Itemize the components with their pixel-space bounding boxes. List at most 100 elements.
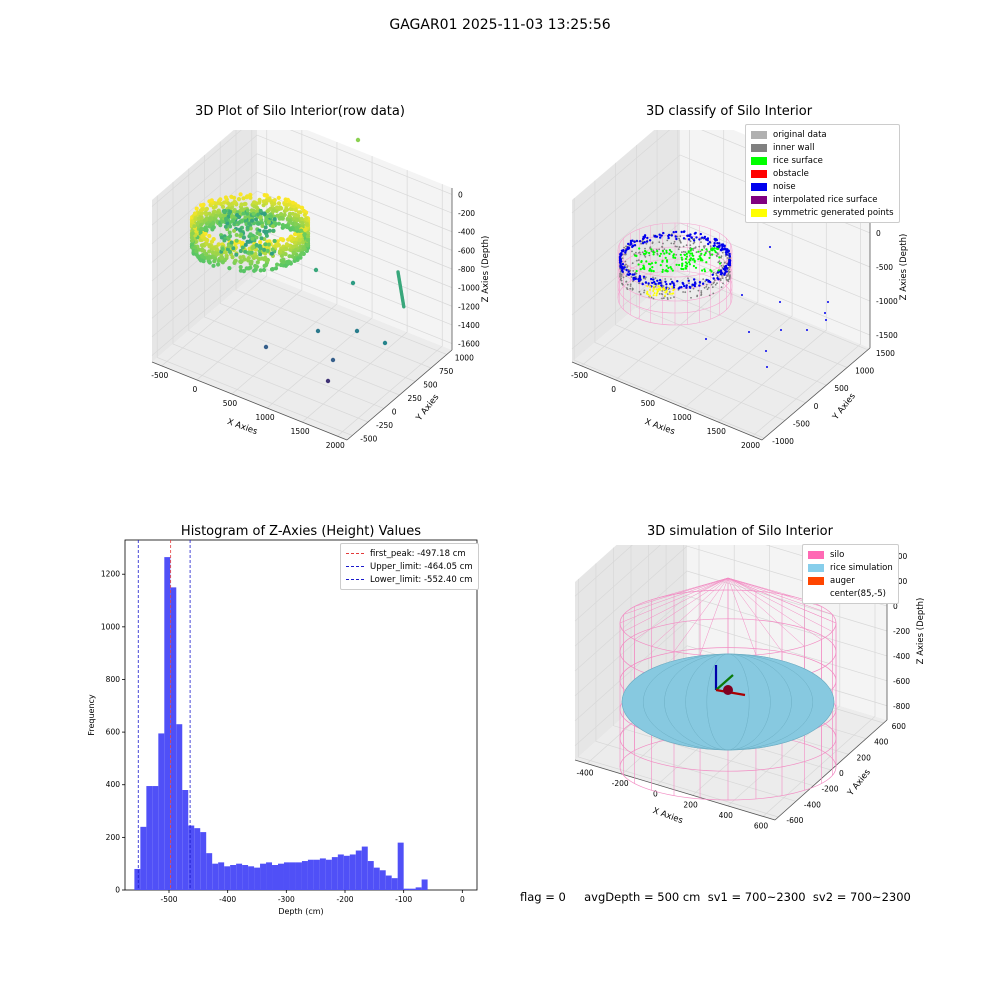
- chart4-legend-entry: rice simulation: [808, 561, 893, 574]
- chart1-point: [189, 235, 195, 240]
- chart2-xtick-label: 500: [641, 399, 656, 408]
- chart3-bar: [146, 786, 153, 890]
- chart2-point-rice: [717, 269, 720, 272]
- chart3-bar: [415, 887, 422, 890]
- chart3-bar: [385, 875, 392, 890]
- chart1-grid-x: [301, 170, 408, 423]
- chart2-point-rice: [635, 254, 638, 258]
- chart4-legend-entry: silo: [808, 548, 893, 561]
- chart1-point: [215, 247, 220, 253]
- chart2-point-inner-wall: [670, 242, 673, 245]
- chart2-point-inner-wall: [625, 275, 628, 277]
- chart2-point-inner-wall: [619, 271, 622, 273]
- chart1-point: [288, 235, 293, 240]
- chart2-point-inner-wall: [704, 280, 707, 283]
- chart2-point-inner-wall: [720, 286, 723, 289]
- chart1-point: [207, 244, 212, 249]
- chart1-grid-z: [151, 130, 453, 207]
- chart2-point-inner-wall: [698, 245, 701, 248]
- chart1-point: [355, 137, 361, 143]
- chart2-point-noise: [650, 277, 653, 281]
- chart2-point-symmetric: [655, 292, 658, 295]
- chart2-point-inner-wall: [673, 242, 675, 245]
- chart3-ytick-label: 1000: [101, 622, 120, 631]
- chart1-point: [258, 240, 263, 245]
- chart1-ztick-label: -1600: [458, 340, 480, 349]
- chart1-point: [263, 225, 268, 230]
- chart2-point-inner-wall: [693, 237, 696, 240]
- chart1-point: [215, 201, 220, 206]
- chart1-point: [262, 229, 267, 234]
- chart1-point: [222, 200, 227, 205]
- chart2-point-rice: [700, 252, 703, 255]
- chart2-point-inner-wall: [678, 246, 681, 248]
- chart4-silo-roof-line: [727, 577, 822, 640]
- chart2-point-noise: [688, 285, 691, 289]
- chart1-point: [236, 197, 242, 202]
- chart1-point: [228, 234, 233, 239]
- chart1-point: [194, 252, 199, 257]
- chart2-point-rice: [682, 268, 685, 271]
- chart2-point-rice: [649, 267, 652, 270]
- chart1-grid-y: [188, 168, 384, 409]
- chart2-point-inner-wall: [644, 256, 647, 258]
- chart2-ytick-label: 500: [834, 384, 849, 393]
- chart2-point-inner-wall: [645, 276, 647, 279]
- chart2-point-noise: [676, 280, 679, 283]
- chart2-point-inner-wall: [688, 255, 691, 257]
- chart2-point-inner-wall: [705, 285, 708, 288]
- chart3-bar: [140, 826, 147, 890]
- chart1-point: [218, 213, 223, 218]
- chart2-point-inner-wall: [725, 276, 727, 279]
- chart2-point-noise: [647, 282, 650, 285]
- chart3-xtick-label: -500: [160, 895, 177, 904]
- chart2-point-noise: [645, 240, 649, 243]
- chart1-point: [211, 225, 216, 230]
- chart2-point-noise: [685, 284, 688, 287]
- chart2-point-rice: [716, 247, 719, 251]
- chart2-point-inner-wall: [710, 283, 713, 286]
- chart2-point-symmetric: [646, 292, 649, 295]
- chart1-point: [287, 214, 292, 219]
- chart2-point-noise: [769, 246, 771, 248]
- chart1-point: [261, 203, 266, 208]
- chart1-point: [204, 206, 209, 211]
- chart2-point-rice: [711, 247, 714, 250]
- chart2-point-noise: [625, 268, 628, 272]
- chart3-bar: [158, 733, 165, 890]
- chart2-point-symmetric: [659, 286, 662, 289]
- chart1-point: [263, 344, 269, 350]
- chart2-grid-y: [573, 198, 765, 439]
- chart3-bar: [289, 862, 296, 890]
- chart1-point: [244, 266, 249, 271]
- chart2-point-noise: [707, 242, 710, 246]
- chart2-point-symmetric: [655, 294, 658, 297]
- chart2-point-rice: [704, 252, 707, 255]
- chart2-point-inner-wall: [721, 277, 724, 279]
- chart1-grid-y: [235, 130, 432, 369]
- chart2-point-inner-wall: [673, 240, 676, 243]
- chart1-point: [234, 238, 239, 243]
- chart2-xtick-label: 2000: [741, 441, 760, 450]
- chart2-point-noise: [631, 239, 634, 242]
- chart4-silo-roof-line: [727, 577, 833, 632]
- chart2-point-rice: [718, 256, 721, 259]
- chart1-point: [274, 208, 279, 213]
- chart1-point: [284, 206, 289, 211]
- chart2-grid-y: [594, 180, 786, 421]
- chart1-point: [252, 200, 258, 205]
- chart2-point-inner-wall: [625, 281, 627, 283]
- chart2-point-inner-wall: [654, 277, 657, 280]
- chart2-legend-swatch: [751, 130, 767, 139]
- chart2-point-inner-wall: [658, 241, 661, 244]
- chart1-point: [239, 232, 244, 237]
- chart4-ztick-label: -600: [893, 677, 910, 686]
- chart2-point-inner-wall: [715, 274, 718, 276]
- chart2-point-inner-wall: [619, 274, 621, 276]
- chart2-point-rice: [681, 258, 684, 261]
- chart2-point-inner-wall: [651, 241, 654, 244]
- chart1-point: [207, 211, 212, 216]
- chart2-point-rice: [639, 268, 642, 271]
- chart2-point-symmetric: [662, 287, 665, 290]
- chart1-point: [238, 249, 243, 253]
